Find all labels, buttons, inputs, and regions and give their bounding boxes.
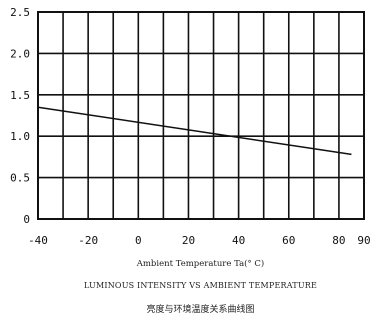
series-line-0: [37, 106, 352, 156]
x-tick-label: 90: [357, 234, 370, 247]
x-tick-label: 60: [282, 234, 295, 247]
x-tick-label: 80: [332, 234, 345, 247]
series-layer: [37, 106, 352, 156]
y-tick-label: 2.0: [10, 47, 30, 60]
x-tick-label: 40: [232, 234, 245, 247]
y-tick-label: 0.5: [10, 172, 30, 185]
chart-subtitle: 亮度与环境温度关系曲线图: [146, 305, 255, 315]
y-tick-label: 1.5: [10, 89, 30, 102]
x-tick-label: 20: [182, 234, 195, 247]
x-tick-label: -20: [78, 234, 98, 247]
chart-title: LUMINOUS INTENSITY VS AMBIENT TEMPERATUR…: [83, 281, 318, 290]
x-axis-label: Ambient Temperature Ta(° C): [136, 259, 265, 269]
x-tick-label: 0: [135, 234, 142, 247]
x-tick-labels: -40 -20 0 20 40 60 80 90: [28, 234, 371, 247]
chart: -40 -20 0 20 40 60 80 90 0 0.5 1.0 1.5 2.0 2.5: [10, 6, 371, 247]
y-tick-label: 2.5: [10, 6, 30, 19]
y-tick-labels: 0 0.5 1.0 1.5 2.0 2.5: [10, 6, 30, 226]
y-tick-label: 1.0: [10, 130, 30, 143]
y-tick-label: 0: [23, 213, 30, 226]
grid: [38, 12, 364, 219]
x-tick-label: -40: [28, 234, 48, 247]
plot-frame: [37, 11, 365, 220]
